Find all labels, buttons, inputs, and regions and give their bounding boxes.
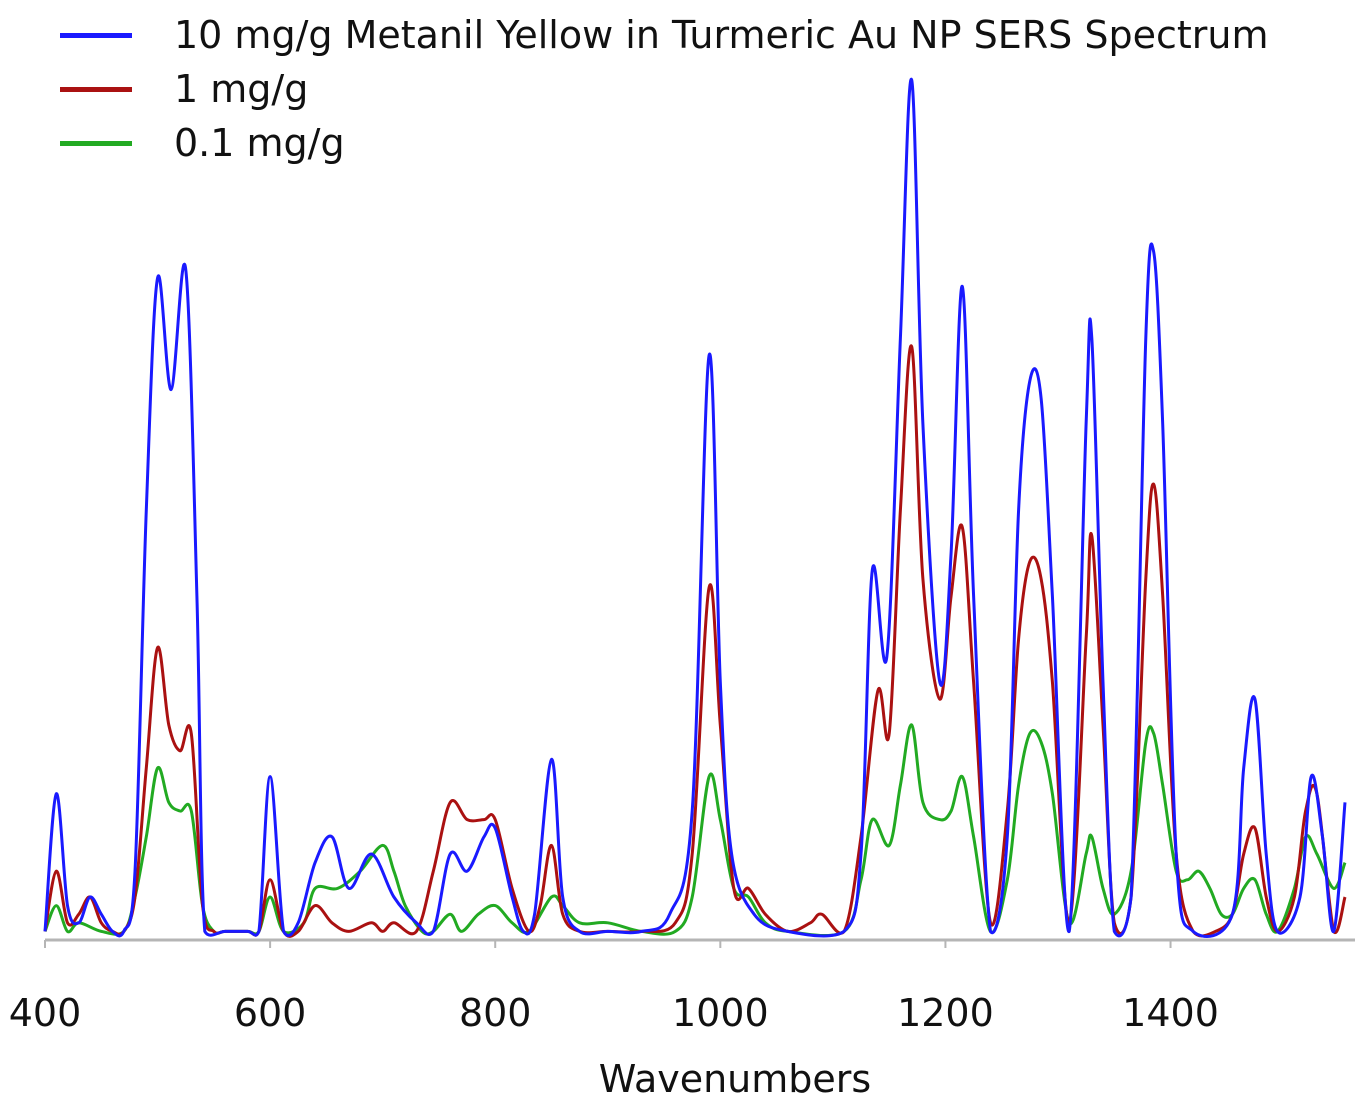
- x-tick-label: 400: [9, 991, 82, 1035]
- x-tick-label: 600: [234, 991, 307, 1035]
- legend-swatch: [60, 86, 132, 92]
- x-axis-ticks: 400 600 800 1000 1200 1400: [9, 940, 1219, 1035]
- legend-swatch: [60, 32, 132, 38]
- chart-legend: 10 mg/g Metanil Yellow in Turmeric Au NP…: [60, 8, 1268, 170]
- x-axis-title: Wavenumbers: [599, 1057, 871, 1100]
- x-tick-label: 1400: [1122, 991, 1219, 1035]
- legend-item-series-2: 1 mg/g: [60, 62, 1268, 116]
- legend-label: 1 mg/g: [174, 67, 309, 111]
- legend-swatch: [60, 140, 132, 146]
- legend-label: 0.1 mg/g: [174, 121, 345, 165]
- x-tick-label: 800: [459, 991, 532, 1035]
- series-line-1: [43, 77, 1347, 939]
- x-tick-label: 1200: [897, 991, 994, 1035]
- legend-item-series-3: 0.1 mg/g: [60, 116, 1268, 170]
- series-line-2: [43, 344, 1347, 938]
- series-lines: [43, 77, 1347, 939]
- legend-label: 10 mg/g Metanil Yellow in Turmeric Au NP…: [174, 13, 1269, 57]
- legend-item-series-1: 10 mg/g Metanil Yellow in Turmeric Au NP…: [60, 8, 1268, 62]
- x-tick-label: 1000: [672, 991, 769, 1035]
